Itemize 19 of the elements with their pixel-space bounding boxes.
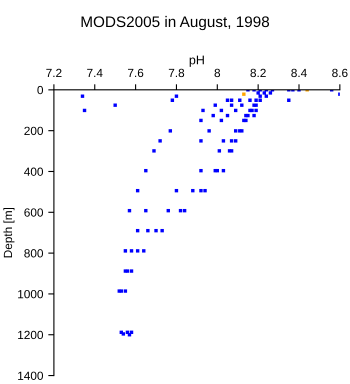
x-tick-label: 8.4 <box>291 68 307 78</box>
y-tick-label: 1200 <box>18 330 44 340</box>
y-axis-title: Depth [m] <box>3 208 14 258</box>
y-tick-label: 400 <box>24 168 44 176</box>
x-tick-label: 7.4 <box>87 68 103 77</box>
x-tick-label: 8.6 <box>332 68 348 78</box>
x-tick-label: 8 <box>214 68 220 78</box>
x-axis-title: pH <box>190 56 204 67</box>
x-tick-label: 7.8 <box>168 68 184 78</box>
x-tick-label: 7.2 <box>46 68 62 77</box>
x-tick-label: 7.6 <box>128 68 144 78</box>
y-tick-label: 600 <box>24 208 44 217</box>
y-tick-label: 200 <box>24 126 44 136</box>
x-tick-label: 8.2 <box>250 68 266 78</box>
y-tick-label: 1400 <box>18 372 44 380</box>
y-tick-label: 800 <box>24 249 44 258</box>
chart-title: MODS2005 in August, 1998 <box>82 16 270 30</box>
y-tick-label: 0 <box>37 86 44 94</box>
y-tick-label: 1000 <box>18 290 44 298</box>
